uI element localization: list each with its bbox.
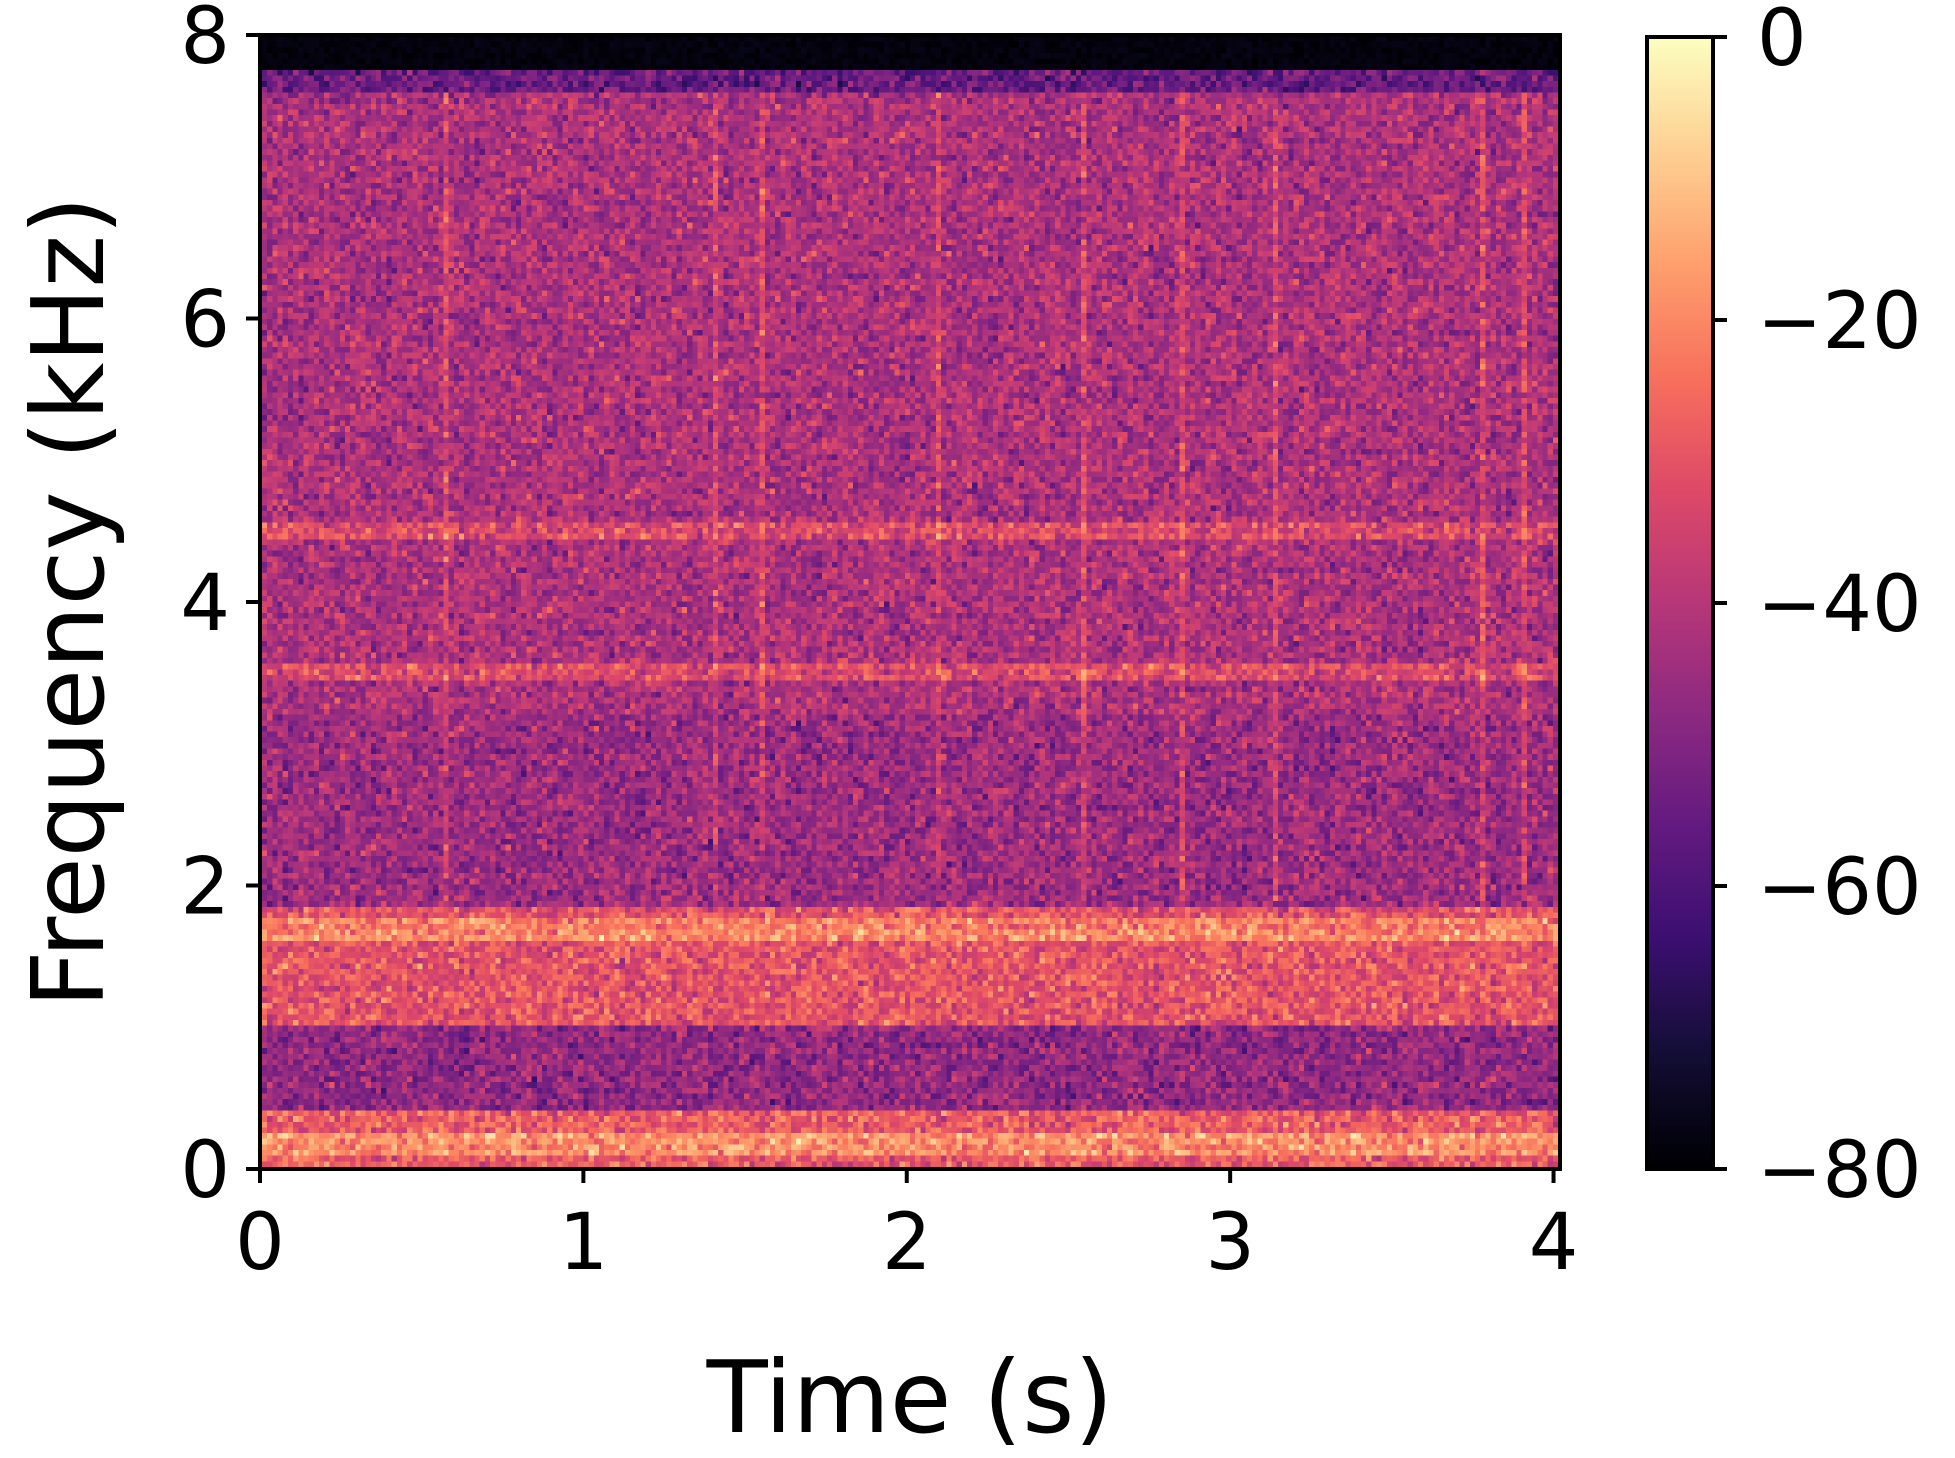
x-tick-label: 1 [559,1198,609,1288]
y-tick-label: 2 [180,843,230,933]
colorbar-tick-label: −80 [1757,1126,1922,1216]
x-tick-label: 0 [235,1198,285,1288]
x-tick-label: 3 [1205,1198,1255,1288]
colorbar-tick-label: −40 [1757,560,1922,650]
y-tick-label: 0 [180,1126,230,1216]
y-axis-title: Frequency (kHz) [10,196,127,1008]
colorbar-frame [1645,35,1715,1171]
plot-frame [258,33,1562,1171]
colorbar-gradient [1649,39,1711,1167]
y-tick-label: 6 [180,276,230,366]
x-tick-label: 4 [1529,1198,1579,1288]
x-axis-ticks: 0 1 2 3 4 [235,1169,1578,1288]
colorbar-ticks: 0 −20 −40 −60 −80 [1713,0,1922,1216]
y-axis-ticks: 0 2 4 6 8 [180,0,260,1216]
spectrogram-heatmap [262,36,1558,1167]
colorbar-tick-label: −60 [1757,843,1922,933]
colorbar-tick-label: −20 [1757,277,1922,367]
y-tick-label: 8 [180,0,230,82]
y-tick-label: 4 [180,559,230,649]
x-tick-label: 2 [882,1198,932,1288]
colorbar-tick-label: 0 [1757,0,1807,84]
x-axis-title: Time (s) [706,1339,1114,1456]
